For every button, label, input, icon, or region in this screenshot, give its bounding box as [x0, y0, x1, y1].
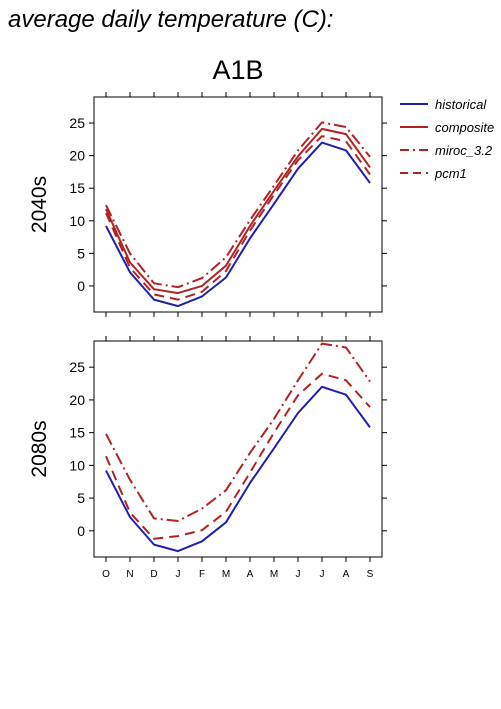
- x-tick-label: A: [343, 569, 350, 580]
- plot-frame: [93, 96, 383, 313]
- plot-frame: [93, 340, 383, 558]
- panel-2040s: 0 5 10 15 20 25 2040s: [28, 92, 387, 317]
- x-tick-label: M: [222, 569, 230, 580]
- series-line-historical: [105, 385, 371, 553]
- series-line-miroc_3.2: [105, 121, 371, 289]
- y-tick-label: 20: [69, 148, 85, 164]
- x-tick-label: J: [296, 569, 301, 580]
- y-tick-label: 15: [69, 425, 85, 441]
- x-tick-label: S: [367, 569, 374, 580]
- y-tick-label: 0: [77, 523, 85, 539]
- y-tick-label: 10: [69, 457, 85, 473]
- x-tick-label: J: [176, 569, 181, 580]
- series-line-historical: [105, 141, 371, 308]
- y-tick-label: 10: [69, 213, 85, 229]
- legend-label-miroc_3.2: miroc_3.2: [435, 143, 493, 158]
- series-line-pcm1: [105, 135, 371, 301]
- series-line-composite: [105, 127, 371, 295]
- x-tick-label: N: [126, 569, 133, 580]
- y-tick-label: 5: [77, 490, 85, 506]
- x-tick-label: D: [150, 569, 157, 580]
- y-tick-label: 20: [69, 392, 85, 408]
- panel-2080s: 0 5 10 15 20 25 O N D J F M A M J J A S 2080s: [28, 336, 387, 580]
- y-tick-label: 25: [69, 115, 85, 131]
- y-tick-label: 15: [69, 180, 85, 196]
- x-tick-label: A: [247, 569, 254, 580]
- y-tick-label: 25: [69, 359, 85, 375]
- x-tick-label: F: [199, 569, 205, 580]
- chart-panels: 0 5 10 15 20 25 2040s 0 5 10 15 20 25 O N D J F M A M J J A S 208…: [28, 92, 387, 580]
- scenario-title: A1B: [212, 55, 263, 85]
- y-tick-label: 5: [77, 245, 85, 261]
- y-tick-label: 0: [77, 278, 85, 294]
- panel-label-2040s: 2040s: [28, 176, 51, 233]
- legend-label-pcm1: pcm1: [434, 166, 467, 181]
- x-tick-label: M: [270, 569, 278, 580]
- x-tick-label: J: [320, 569, 325, 580]
- legend-label-composite: composite: [435, 120, 494, 135]
- legend: historical composite miroc_3.2 pcm1: [400, 97, 494, 181]
- series-line-miroc_3.2: [105, 342, 371, 522]
- x-tick-label: O: [102, 569, 110, 580]
- page-title: average daily temperature (C):: [8, 6, 333, 33]
- legend-label-historical: historical: [435, 97, 487, 112]
- panel-label-2080s: 2080s: [28, 420, 51, 477]
- series-line-pcm1: [105, 372, 371, 540]
